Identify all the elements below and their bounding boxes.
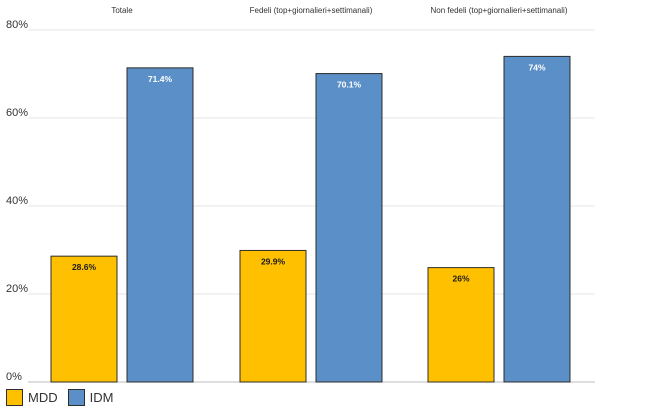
legend-label-mdd: MDD	[28, 390, 58, 405]
y-tick-label: 80%	[6, 19, 28, 31]
y-tick-label: 60%	[6, 107, 28, 119]
legend-item-mdd: MDD	[6, 389, 58, 406]
legend-item-idm: IDM	[67, 389, 114, 406]
bar-mdd	[239, 249, 307, 383]
bar-mdd	[427, 267, 495, 383]
data-label-mdd: 26%	[452, 274, 469, 284]
category-title: Totale	[111, 6, 133, 15]
bar-mdd	[50, 255, 118, 383]
y-tick-label: 20%	[6, 283, 28, 295]
category-title: Non fedeli (top+giornalieri+settimanali)	[431, 6, 568, 15]
data-label-idm: 70.1%	[337, 80, 362, 90]
data-label-mdd: 28.6%	[72, 262, 97, 272]
data-label-idm: 71.4%	[148, 74, 173, 84]
y-tick-label: 0%	[6, 371, 22, 383]
bar-idm	[315, 73, 383, 383]
category-title: Fedeli (top+giornalieri+settimanali)	[250, 6, 373, 15]
legend: MDD IDM	[6, 389, 123, 406]
legend-swatch-mdd	[6, 389, 23, 406]
legend-swatch-idm	[67, 389, 85, 406]
data-label-idm: 74%	[528, 62, 545, 72]
y-tick-label: 40%	[6, 195, 28, 207]
bar-idm	[503, 55, 571, 383]
bar-idm	[126, 67, 194, 383]
data-label-mdd: 29.9%	[261, 256, 286, 266]
legend-label-idm: IDM	[89, 390, 114, 405]
